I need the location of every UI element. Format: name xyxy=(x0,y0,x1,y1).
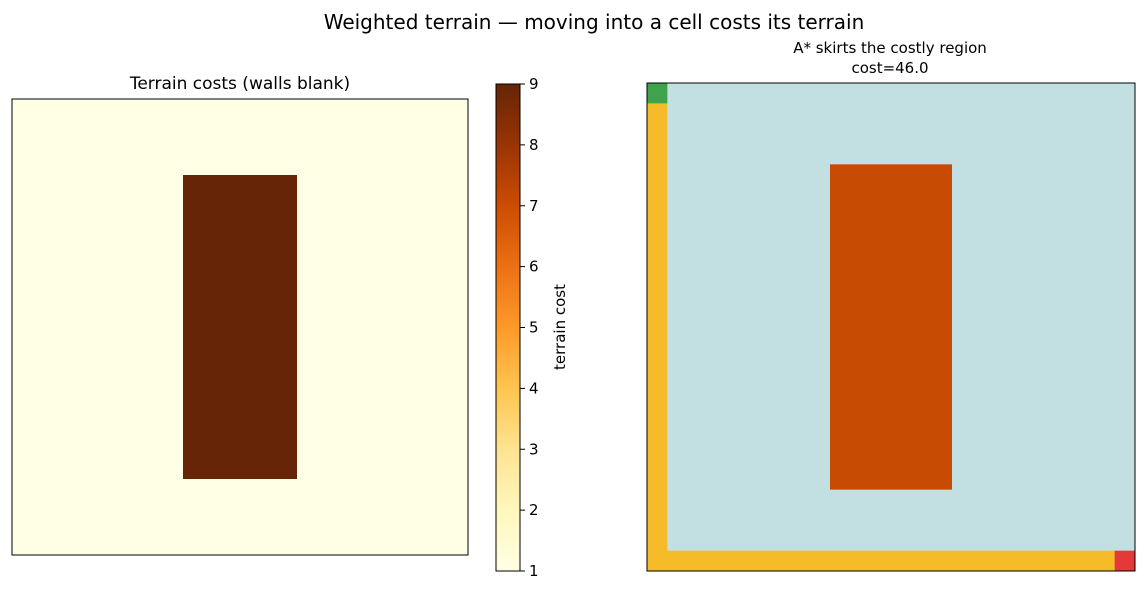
astar-panel: A* skirts the costly region cost=46.0 xyxy=(646,39,1136,572)
colorbar-tick-label-6: 6 xyxy=(529,258,539,276)
goal-cell xyxy=(1114,550,1135,571)
colorbar-tick-label-2: 2 xyxy=(529,501,539,519)
figure-title: Weighted terrain — moving into a cell co… xyxy=(324,10,865,34)
path-segment-0 xyxy=(647,83,668,571)
terrain-panel-title: Terrain costs (walls blank) xyxy=(129,74,350,94)
start-cell xyxy=(647,83,668,104)
colorbar-tick-label-4: 4 xyxy=(529,379,539,397)
colorbar-tick-label-8: 8 xyxy=(529,136,539,154)
colorbar: 1 2 3 4 5 6 7 8 9 terrain cost xyxy=(495,75,569,580)
astar-axes-frame xyxy=(646,82,1136,572)
colorbar-tick-label-1: 1 xyxy=(529,562,539,580)
terrain-region-0 xyxy=(183,175,297,479)
colorbar-label: terrain cost xyxy=(551,284,569,370)
colorbar-tick-label-7: 7 xyxy=(529,197,539,215)
terrain-panel: Terrain costs (walls blank) xyxy=(11,74,469,556)
colorbar-gradient xyxy=(496,84,520,571)
path-segment-1 xyxy=(647,550,1135,571)
colorbar-tick-label-9: 9 xyxy=(529,75,539,93)
costly-region-0 xyxy=(830,164,952,490)
astar-panel-cost: cost=46.0 xyxy=(851,59,928,77)
terrain-axes-frame xyxy=(11,98,469,556)
colorbar-tick-label-3: 3 xyxy=(529,440,539,458)
astar-panel-title: A* skirts the costly region xyxy=(793,39,987,57)
colorbar-tick-label-5: 5 xyxy=(529,319,539,337)
